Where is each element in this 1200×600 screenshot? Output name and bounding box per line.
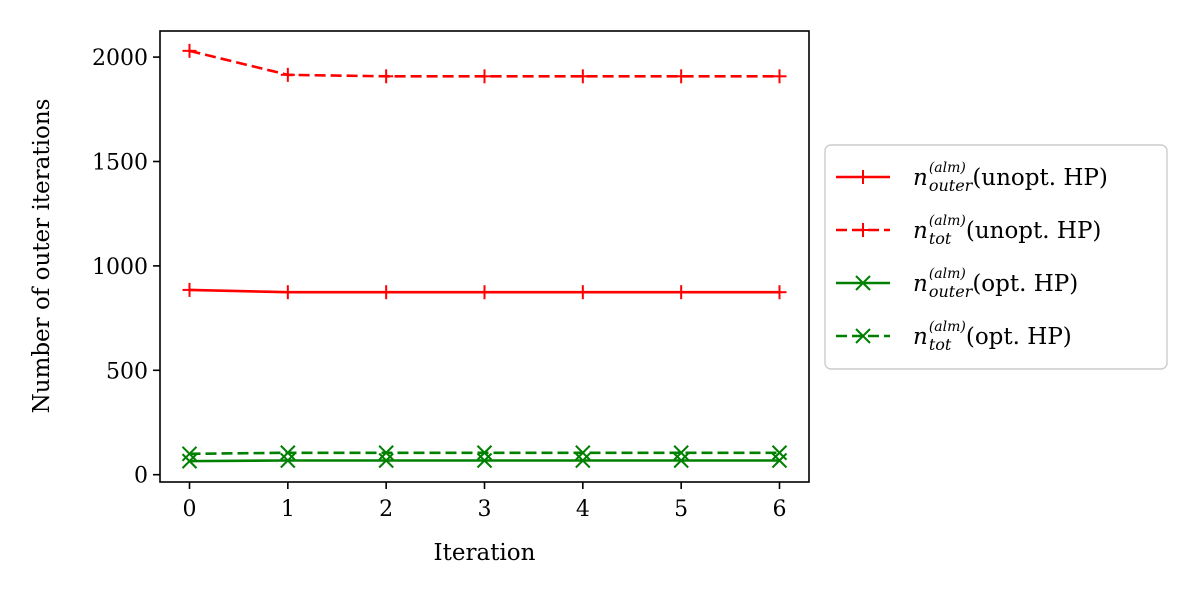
data-point-1-3	[477, 69, 492, 84]
data-point-0-6	[772, 285, 787, 300]
data-point-3-2	[378, 445, 394, 461]
legend-entry-2: n (alm)outer (opt. HP)	[836, 266, 1078, 301]
legend-symbol-0: n	[913, 165, 928, 191]
legend-frame	[824, 144, 1168, 370]
data-point-1-6	[772, 69, 787, 84]
data-point-1-0	[182, 43, 197, 58]
legend-subscript-0: outer	[929, 176, 974, 195]
legend-marker-0	[856, 170, 870, 184]
y-tick-label: 1000	[92, 255, 148, 280]
data-point-3-1	[280, 445, 296, 461]
series-1	[182, 43, 787, 84]
data-point-0-1	[280, 285, 295, 300]
data-point-3-0	[181, 446, 198, 462]
y-tick-label: 0	[134, 464, 148, 489]
y-tick-label: 2000	[92, 46, 148, 71]
data-point-3-4	[575, 445, 591, 461]
y-tick-label: 1500	[92, 150, 148, 175]
legend-superscript-1: (alm)	[929, 213, 966, 229]
data-point-2-5	[673, 452, 689, 469]
data-point-0-2	[379, 285, 394, 300]
legend-symbol-3: n	[913, 324, 928, 350]
data-point-0-0	[182, 282, 197, 297]
x-tick-label: 0	[183, 497, 197, 522]
series-3	[181, 445, 788, 462]
legend-label-3: (opt. HP)	[966, 324, 1072, 350]
data-point-0-3	[477, 285, 492, 300]
data-point-3-3	[476, 445, 493, 461]
x-axis-label: Iteration	[434, 540, 536, 566]
legend-subscript-3: tot	[929, 335, 952, 354]
legend-label-1: (unopt. HP)	[966, 218, 1102, 244]
y-tick-label: 500	[106, 359, 148, 384]
data-point-2-4	[575, 452, 591, 469]
legend-label-2: (opt. HP)	[972, 271, 1078, 297]
legend-subscript-1: tot	[929, 229, 952, 248]
data-point-1-1	[280, 67, 295, 82]
data-point-3-6	[771, 445, 788, 461]
data-point-2-0	[181, 453, 198, 469]
series-2	[181, 452, 788, 469]
legend-superscript-3: (alm)	[929, 319, 966, 335]
legend-entry-3: n (alm)tot (opt. HP)	[836, 319, 1072, 354]
series-0	[182, 282, 787, 300]
y-axis-label: Number of outer iterations	[29, 99, 55, 414]
data-point-2-2	[378, 452, 394, 469]
legend-superscript-0: (alm)	[929, 160, 966, 176]
legend-marker-2	[855, 275, 871, 291]
data-point-2-6	[771, 452, 788, 469]
legend-entry-1: n (alm)tot (unopt. HP)	[836, 213, 1101, 248]
x-tick-label: 4	[576, 497, 590, 522]
data-point-0-4	[575, 285, 590, 300]
legend-superscript-2: (alm)	[929, 266, 966, 282]
x-tick-label: 1	[281, 497, 295, 522]
data-point-1-2	[379, 69, 394, 84]
data-point-2-1	[280, 452, 296, 469]
legend-marker-3	[855, 328, 871, 344]
legend-label-0: (unopt. HP)	[972, 165, 1108, 191]
legend-entry-0: n (alm)outer (unopt. HP)	[836, 160, 1108, 195]
data-point-1-4	[575, 69, 590, 84]
x-tick-label: 5	[674, 497, 688, 522]
legend-subscript-2: outer	[929, 282, 974, 301]
x-tick-label: 6	[773, 497, 787, 522]
legend-symbol-1: n	[913, 218, 928, 244]
data-point-1-5	[674, 69, 689, 84]
legend-marker-1	[856, 223, 870, 237]
data-point-3-5	[673, 445, 689, 461]
x-tick-label: 3	[478, 497, 492, 522]
data-point-0-5	[674, 285, 689, 300]
data-point-2-3	[476, 452, 493, 469]
legend: n (alm)outer (unopt. HP)n (alm)tot (unopt.…	[824, 144, 1168, 370]
x-tick-label: 2	[379, 497, 393, 522]
legend-symbol-2: n	[913, 271, 928, 297]
